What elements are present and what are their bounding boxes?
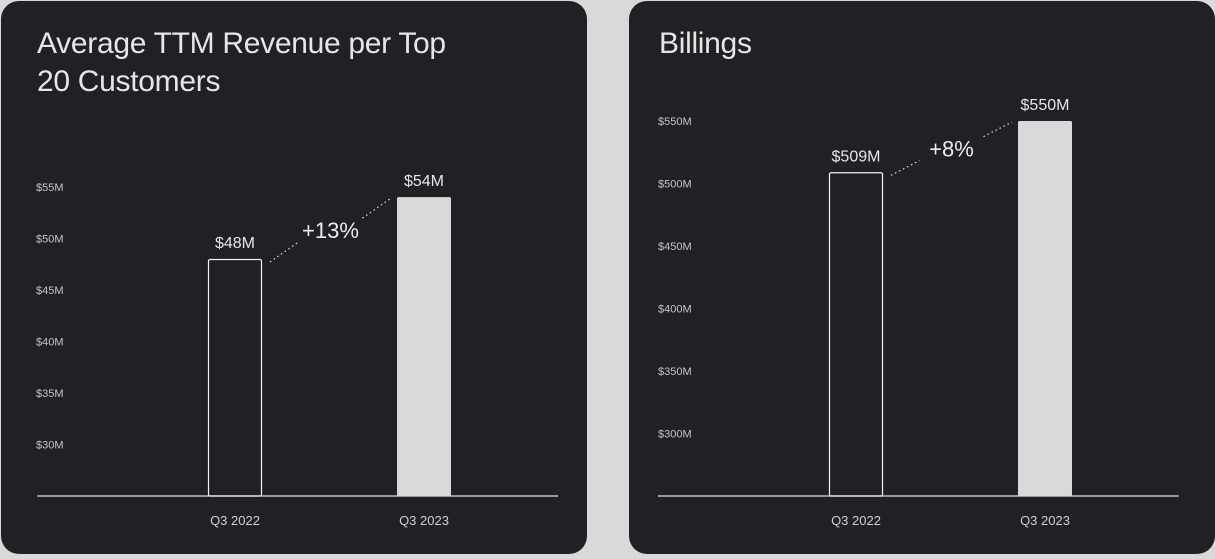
bar-q3-2022 [828,172,884,497]
x-tick-label: Q3 2023 [1020,513,1070,528]
bar-q3-2022 [207,258,263,497]
billings-chart: $300M $350M $400M $450M $500M $550M $509M Q3 20… [658,97,1179,528]
growth-percent-label: +13% [302,218,359,243]
bar-value-label: $54M [404,173,444,190]
growth-connector-line [890,160,920,176]
bar-q3-2023 [397,197,451,496]
y-tick-label: $500M [658,179,692,191]
y-tick-label: $55M [36,182,64,194]
x-tick-label: Q3 2022 [831,513,881,528]
chart-title: Billings [659,27,752,60]
billings-chart-panel: Billings $300M $350M $400M $450M $500M $550M $… [629,1,1215,554]
growth-connector-line [269,241,299,263]
bar-q3-2023 [1018,121,1072,496]
y-tick-label: $30M [36,439,64,451]
bar-value-label: $550M [1021,97,1070,114]
growth-percent-label: +8% [929,137,974,162]
y-tick-label: $450M [658,241,692,253]
growth-connector-line [362,197,392,219]
chart-title: Average TTM Revenue per Top 20 Customers [37,27,446,98]
y-tick-label: $550M [658,116,692,128]
growth-connector-line [983,121,1013,138]
bar-value-label: $48M [215,235,255,252]
y-tick-label: $350M [658,366,692,378]
revenue-chart-panel: Average TTM Revenue per Top 20 Customers… [1,1,587,554]
x-tick-label: Q3 2023 [399,513,449,528]
y-tick-label: $400M [658,304,692,316]
y-tick-label: $45M [36,285,64,297]
revenue-chart: $30M $35M $40M $45M $50M $55M $48M Q3 2022 $54M Q… [36,173,558,528]
y-tick-label: $35M [36,388,64,400]
x-tick-label: Q3 2022 [210,513,260,528]
y-tick-label: $40M [36,336,64,348]
y-tick-label: $300M [658,429,692,441]
bar-value-label: $509M [832,148,881,165]
y-tick-label: $50M [36,233,64,245]
